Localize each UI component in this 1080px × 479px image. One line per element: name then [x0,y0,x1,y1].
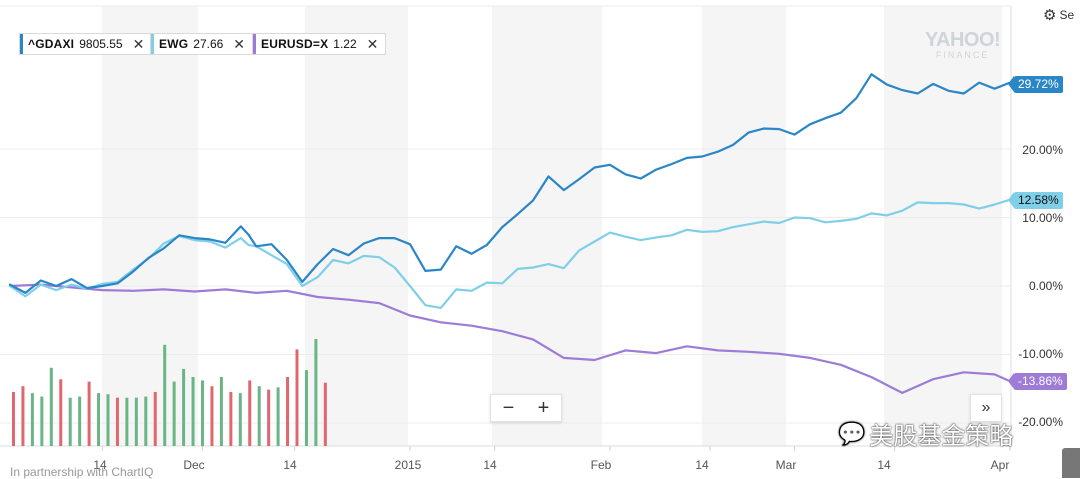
legend-ewg-swatch [151,34,154,54]
watermark: 💬 美股基金策略 [838,416,1013,451]
volume-bar [97,393,101,446]
volume-bar [219,377,223,446]
volume-bar [238,393,242,446]
brand-text: YAHOO! [925,29,1001,51]
month-band [305,6,408,446]
volume-bar [248,380,252,446]
volume-bar [30,393,34,446]
end-label-gdaxi-text: 29.72% [1018,77,1059,91]
volume-bar [115,397,119,446]
y-tick-label: -20.00% [1018,415,1063,429]
volume-bar [78,396,82,446]
volume-bar [87,381,91,446]
volume-bar [59,379,63,446]
volume-bar [201,380,204,446]
y-tick-label: 10.00% [1022,211,1063,225]
x-tick-label: 14 [93,458,107,472]
end-label-ewg-text: 12.58% [1018,193,1059,207]
volume-bar [68,397,72,446]
legend-gdaxi-symbol: ^GDAXI [28,37,75,51]
month-band [102,6,198,446]
volume-bar [257,386,261,446]
legend-ewg-value: 27.66 [193,37,224,51]
close-icon[interactable]: ✕ [233,36,246,52]
x-tick-label: Apr [990,458,1010,472]
end-label-eurusd: -13.86% [1008,373,1067,390]
legend-eurusd-symbol: EURUSD=X [261,37,329,51]
x-tick-label: 14 [483,458,497,472]
volume-bar [182,368,186,446]
volume-bar [49,367,53,446]
month-band [492,6,602,446]
volume-bar [314,339,318,446]
volume-bar [21,386,25,446]
volume-bar [210,386,214,446]
legend-eurusd-swatch [253,34,256,54]
volume-bar [295,349,299,446]
zoom-control: − + [490,394,562,422]
volume-bar [144,396,148,446]
scroll-grip[interactable] [1062,448,1080,478]
series-line-gdaxi [8,73,1012,294]
wechat-icon: 💬 [838,420,866,446]
y-tick-label: 0.00% [1028,279,1063,293]
yahoo-finance-logo: YAHOO! FINANCE [925,29,1001,60]
x-tick-label: 2015 [394,458,422,472]
volume-bar [134,397,138,446]
y-tick-label: -10.00% [1018,347,1063,361]
legend-gdaxi-value: 9805.55 [79,37,123,51]
y-tick-label: 20.00% [1022,143,1063,157]
volume-bar [304,370,308,446]
volume-bar [106,394,110,446]
x-tick-label: 14 [695,458,709,472]
settings-label: Se [1059,8,1075,22]
gear-icon: ⚙ [1043,7,1057,24]
watermark-text: 美股基金策略 [869,423,1014,450]
volume-bar [172,381,176,446]
series-line-eurusd-x [8,283,1012,394]
end-label-eurusd-text: -13.86% [1018,374,1063,388]
volume-bar [40,396,44,446]
brand-sub: FINANCE [935,50,990,60]
volume-bar [125,397,129,446]
legend-gdaxi-swatch [20,34,23,54]
volume-bar [323,382,327,446]
end-label-ewg: 12.58% [1008,192,1063,209]
legend-eurusd-value: 1.22 [333,37,357,51]
volume-bar [267,389,271,446]
volume-bar [12,391,15,446]
legend-ewg-symbol: EWG [159,37,189,51]
volume-bar [191,377,195,446]
zoom-in-button[interactable]: + [537,396,550,419]
close-icon[interactable]: ✕ [366,36,379,52]
partner-text: In partnership with ChartIQ [10,465,154,479]
volume-bar [286,377,290,446]
x-tick-label: 14 [283,458,297,472]
end-label-gdaxi: 29.72% [1008,76,1063,93]
zoom-out-button[interactable]: − [502,396,515,419]
x-tick-label: 14 [877,458,891,472]
legend-ewg[interactable]: EWG 27.66 ✕ [150,33,254,55]
x-tick-label: Feb [590,458,612,472]
close-icon[interactable]: ✕ [132,36,145,52]
month-band [884,6,1002,446]
volume-bar [276,387,280,446]
volume-bar [163,344,167,446]
settings-button[interactable]: ⚙ Se [1043,6,1074,24]
x-tick-label: Dec [183,458,205,472]
legend-eurusd[interactable]: EURUSD=X 1.22 ✕ [252,33,387,55]
volume-bar [229,391,233,446]
fast-forward-button[interactable]: » [970,394,1002,422]
volume-bar [153,391,157,446]
legend-gdaxi[interactable]: ^GDAXI 9805.55 ✕ [19,33,153,55]
x-tick-label: Mar [775,458,797,472]
